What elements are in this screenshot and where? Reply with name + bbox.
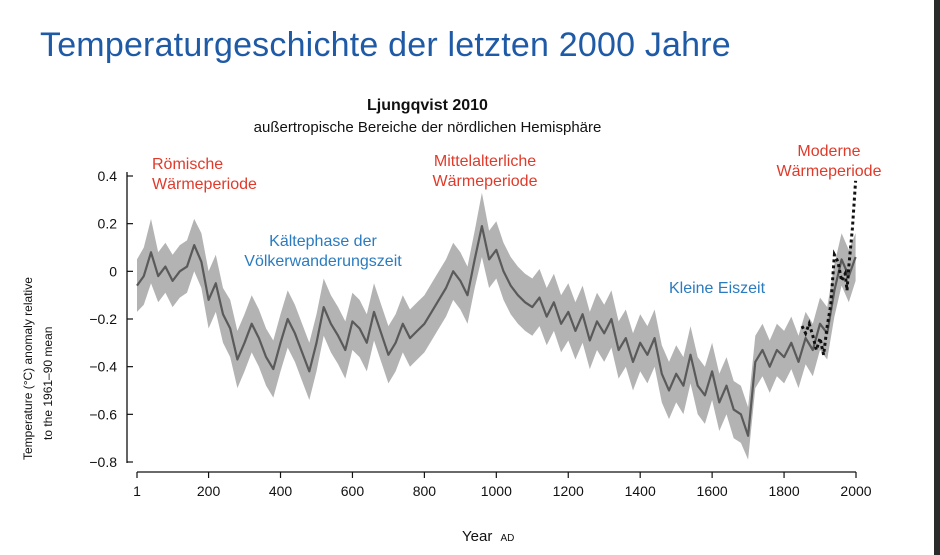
annotation-line: Moderne bbox=[797, 143, 860, 160]
x-axis-label-ad: AD bbox=[500, 533, 514, 544]
annotation-line: Kleine Eiszeit bbox=[669, 280, 766, 297]
x-tick-label: 200 bbox=[197, 483, 221, 499]
y-tick-label: 0 bbox=[109, 263, 117, 279]
y-tick-label: −0.2 bbox=[89, 311, 117, 327]
annotation-line: Wärmeperiode bbox=[152, 176, 257, 193]
annotations-layer: Römische Wärmeperiode Kältephase der Völker… bbox=[152, 143, 882, 297]
y-axis-label-line2: to the 1961–90 mean bbox=[41, 327, 55, 440]
uncertainty-band-layer bbox=[137, 192, 856, 460]
annotation-line: Wärmeperiode bbox=[777, 163, 882, 180]
annotation-roman: Römische Wärmeperiode bbox=[152, 156, 257, 193]
annotation-little-ice-age: Kleine Eiszeit bbox=[669, 280, 766, 297]
x-axis-label: Year AD bbox=[462, 528, 514, 545]
y-tick-label: 0.2 bbox=[98, 216, 118, 232]
annotation-migration: Kältephase der Völkerwanderungszeit bbox=[244, 233, 402, 270]
axes-layer: 0.40.20−0.2−0.4−0.6−0.81 200 400 600 800 1000… bbox=[89, 168, 871, 499]
x-tick-label: 1 bbox=[133, 483, 141, 499]
annotation-line: Römische bbox=[152, 156, 223, 173]
x-tick-label: 1600 bbox=[697, 483, 728, 499]
chart-subtitle: außertropische Bereiche der nördlichen H… bbox=[253, 119, 602, 136]
x-tick-label: 2000 bbox=[840, 483, 871, 499]
y-tick-label: −0.6 bbox=[89, 406, 117, 422]
annotation-line: Mittelalterliche bbox=[434, 153, 536, 170]
chart-title: Ljungqvist 2010 bbox=[367, 97, 488, 114]
slide-title: Temperaturgeschichte der letzten 2000 Ja… bbox=[40, 26, 731, 64]
y-axis-label-line1: Temperature (°C) anomaly relative bbox=[21, 277, 35, 460]
x-axis-label-year: Year bbox=[462, 528, 492, 545]
x-tick-label: 800 bbox=[413, 483, 437, 499]
y-tick-label: −0.8 bbox=[89, 454, 117, 470]
x-tick-label: 600 bbox=[341, 483, 365, 499]
reconstruction-line bbox=[136, 225, 857, 437]
y-tick-label: 0.4 bbox=[98, 168, 118, 184]
annotation-medieval: Mittelalterliche Wärmeperiode bbox=[433, 153, 538, 190]
x-tick-label: 1200 bbox=[553, 483, 584, 499]
annotation-line: Völkerwanderungszeit bbox=[244, 253, 402, 270]
x-tick-label: 400 bbox=[269, 483, 293, 499]
window-edge bbox=[934, 0, 940, 555]
uncertainty-band bbox=[137, 192, 856, 460]
x-tick-label: 1400 bbox=[625, 483, 656, 499]
series-lines-layer bbox=[136, 180, 858, 437]
x-tick-label: 1800 bbox=[768, 483, 799, 499]
y-tick-label: −0.4 bbox=[89, 359, 117, 375]
instrumental-line bbox=[800, 180, 858, 356]
annotation-modern: Moderne Wärmeperiode bbox=[777, 143, 882, 180]
x-tick-label: 1000 bbox=[481, 483, 512, 499]
annotation-line: Wärmeperiode bbox=[433, 173, 538, 190]
annotation-line: Kältephase der bbox=[269, 233, 377, 250]
